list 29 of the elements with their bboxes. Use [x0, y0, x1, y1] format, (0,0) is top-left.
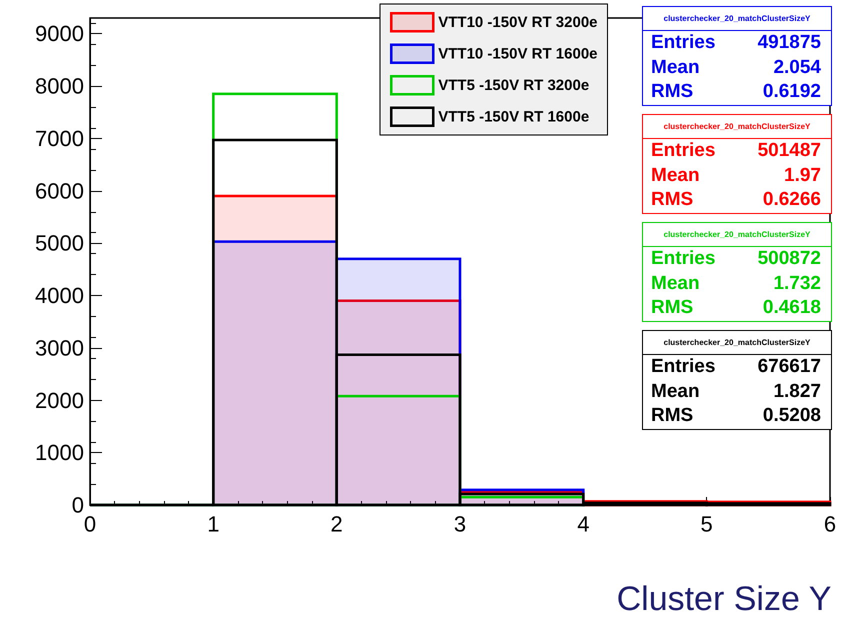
- y-tick-label: 1000: [35, 440, 84, 466]
- x-axis-title: Cluster Size Y: [616, 580, 832, 618]
- y-tick-label: 4000: [35, 283, 84, 308]
- stats-box: clusterchecker_20_matchClusterSizeY Entries 500872 Mean 1.732 RMS 0.4618: [642, 222, 832, 322]
- x-tick-label: 2: [330, 512, 343, 536]
- annotation: clusterchecker_20_matchClusterSizeY: [643, 331, 831, 355]
- stats-box: clusterchecker_20_matchClusterSizeY Entries 676617 Mean 1.827 RMS 0.5208: [642, 330, 832, 430]
- y-tick-label: 3000: [35, 335, 84, 360]
- y-tick-label: 0: [72, 492, 84, 518]
- legend-label: VTT5 -150V RT 3200e: [438, 76, 590, 94]
- y-tick-label: 8000: [35, 74, 84, 99]
- legend-label: VTT10 -150V RT 1600e: [438, 45, 598, 62]
- annotation: clusterchecker_20_matchClusterSizeY: [643, 115, 831, 139]
- legend-label: VTT5 -150V RT 1600e: [438, 108, 590, 126]
- y-tick-label: 9000: [35, 21, 84, 46]
- x-tick-label: 4: [577, 512, 590, 536]
- y-tick-label: 7000: [35, 126, 84, 151]
- x-tick-label: 1: [207, 512, 220, 536]
- y-tick-label: 6000: [35, 178, 84, 204]
- x-tick-label: 6: [824, 512, 836, 536]
- y-tick-label: 5000: [35, 230, 84, 256]
- y-tick-label: 2000: [35, 388, 84, 413]
- stats-box: clusterchecker_20_matchClusterSizeY Entries 501487 Mean 1.97 RMS 0.6266: [642, 114, 832, 214]
- legend-label: VTT10 -150V RT 3200e: [438, 14, 598, 31]
- x-tick-label: 5: [700, 512, 713, 536]
- annotation: clusterchecker_20_matchClusterSizeY: [643, 7, 831, 31]
- annotation: clusterchecker_20_matchClusterSizeY: [643, 223, 831, 247]
- x-tick-label: 3: [454, 512, 466, 536]
- stats-box: clusterchecker_20_matchClusterSizeY Entries 491875 Mean 2.054 RMS 0.6192: [642, 6, 832, 106]
